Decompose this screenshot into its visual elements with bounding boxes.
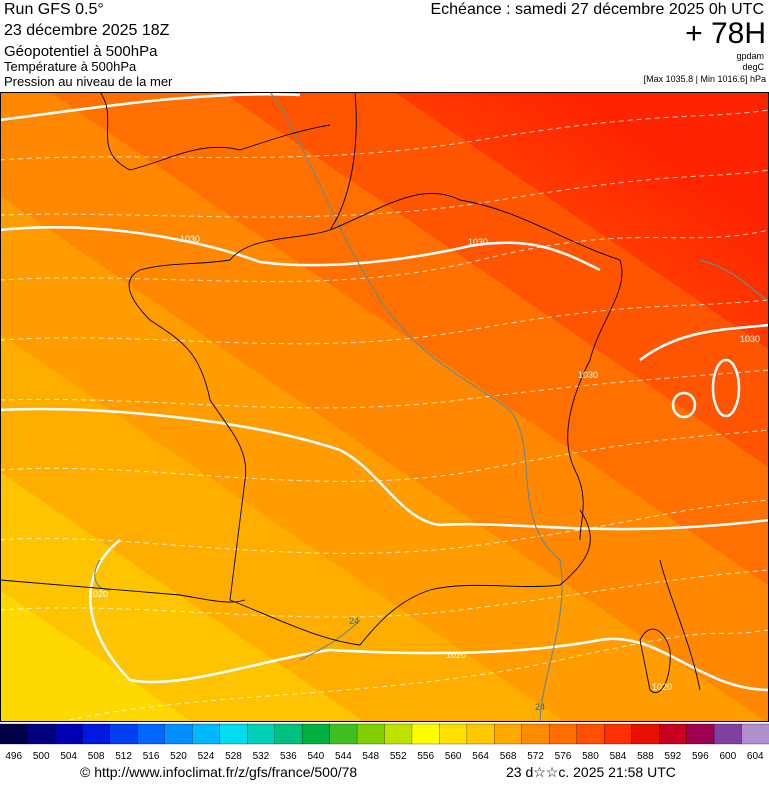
scale-cell bbox=[301, 723, 331, 745]
scale-label: 528 bbox=[225, 751, 242, 762]
pressure-range: [Max 1035.8 | Min 1016.6] hPa bbox=[644, 74, 766, 84]
scale-cell bbox=[54, 723, 84, 745]
scale-label: 604 bbox=[747, 751, 764, 762]
scale-cell bbox=[219, 723, 248, 745]
scale-label: 564 bbox=[472, 751, 489, 762]
map bbox=[0, 92, 769, 722]
scale-label: 556 bbox=[417, 751, 434, 762]
scale-cell bbox=[82, 723, 111, 745]
scale-cell bbox=[741, 723, 769, 745]
scale-label: 568 bbox=[500, 751, 517, 762]
layer-3: Pression au niveau de la mer bbox=[4, 74, 173, 89]
contour-label: 24 bbox=[349, 616, 359, 626]
scale-cell bbox=[137, 723, 166, 745]
scale-label: 544 bbox=[335, 751, 352, 762]
scale-cell bbox=[384, 723, 413, 745]
scale-cell bbox=[192, 723, 221, 745]
scale-label: 536 bbox=[280, 751, 297, 762]
scale-label: 600 bbox=[719, 751, 736, 762]
scale-cell bbox=[329, 723, 358, 745]
scale-cell bbox=[274, 723, 303, 745]
scale-cell bbox=[604, 723, 633, 745]
scale-cell bbox=[713, 723, 743, 745]
scale-cell bbox=[521, 723, 550, 745]
scale-cell bbox=[411, 723, 441, 745]
scale-cell bbox=[164, 723, 193, 745]
layer-1: Géopotentiel à 500hPa bbox=[4, 43, 158, 60]
layer-2: Température à 500hPa bbox=[4, 59, 137, 74]
scale-label: 548 bbox=[362, 751, 379, 762]
temperature-contours bbox=[0, 109, 769, 722]
scale-cell bbox=[576, 723, 605, 745]
scale-label: 520 bbox=[170, 751, 187, 762]
scale-cell bbox=[658, 723, 688, 745]
unit-2: degC bbox=[742, 62, 764, 72]
run-title: Run GFS 0.5° bbox=[4, 1, 104, 18]
scale-cell bbox=[631, 723, 660, 745]
lead-time: + 78H bbox=[685, 17, 766, 50]
scale-label: 540 bbox=[307, 751, 324, 762]
scale-cell bbox=[27, 723, 56, 745]
scale-cell bbox=[109, 723, 138, 745]
scale-cell bbox=[247, 723, 276, 745]
contour-label: 1030 bbox=[740, 334, 760, 344]
isobars bbox=[0, 92, 769, 692]
scale-label: 508 bbox=[88, 751, 105, 762]
contour-label: 1020 bbox=[88, 589, 108, 599]
contour-label: 1020 bbox=[446, 650, 466, 660]
contour-label: 1020 bbox=[652, 682, 672, 692]
contour-label: 1030 bbox=[468, 237, 488, 247]
scale-label: 552 bbox=[390, 751, 407, 762]
run-date: 23 décembre 2025 18Z bbox=[4, 22, 170, 39]
unit-1: gpdam bbox=[736, 51, 764, 61]
scale-cell bbox=[549, 723, 578, 745]
scale-cell bbox=[466, 723, 496, 745]
contour-label: 24 bbox=[535, 702, 545, 712]
scale-label: 512 bbox=[115, 751, 132, 762]
scale-label: 592 bbox=[665, 751, 682, 762]
contour-label: 1030 bbox=[578, 370, 598, 380]
scale-label: 532 bbox=[253, 751, 270, 762]
contour-label: 1030 bbox=[180, 234, 200, 244]
scale-label: 588 bbox=[637, 751, 654, 762]
scale-cell bbox=[356, 723, 386, 745]
scale-label: 516 bbox=[143, 751, 160, 762]
scale-cell bbox=[494, 723, 523, 745]
scale-label: 500 bbox=[33, 751, 50, 762]
echeance: Echéance : samedi 27 décembre 2025 0h UT… bbox=[430, 1, 764, 18]
geopotential-contours bbox=[94, 92, 769, 722]
scale-label: 596 bbox=[692, 751, 709, 762]
color-scale: 496 500 504 508 512 516 520 524 528 532 536 540 544 5… bbox=[0, 723, 769, 762]
footer-date: 23 d☆☆c. 2025 21:58 UTC bbox=[506, 764, 676, 780]
header: Run GFS 0.5° 23 décembre 2025 18Z Géopot… bbox=[4, 1, 766, 89]
scale-label: 584 bbox=[610, 751, 627, 762]
scale-cell bbox=[0, 723, 29, 745]
scale-label: 560 bbox=[445, 751, 462, 762]
map-background bbox=[0, 92, 769, 722]
scale-cell bbox=[439, 723, 468, 745]
scale-label: 496 bbox=[5, 751, 22, 762]
scale-label: 580 bbox=[582, 751, 599, 762]
contour-labels: 1030 1030 1030 1030 1020 1020 1020 24 24 bbox=[88, 234, 760, 712]
coastlines bbox=[0, 92, 701, 693]
footer-url: © http://www.infoclimat.fr/z/gfs/france/… bbox=[80, 764, 357, 780]
scale-label: 572 bbox=[527, 751, 544, 762]
scale-label: 576 bbox=[555, 751, 572, 762]
scale-cell bbox=[686, 723, 715, 745]
scale-label: 524 bbox=[198, 751, 215, 762]
scale-label: 504 bbox=[60, 751, 77, 762]
